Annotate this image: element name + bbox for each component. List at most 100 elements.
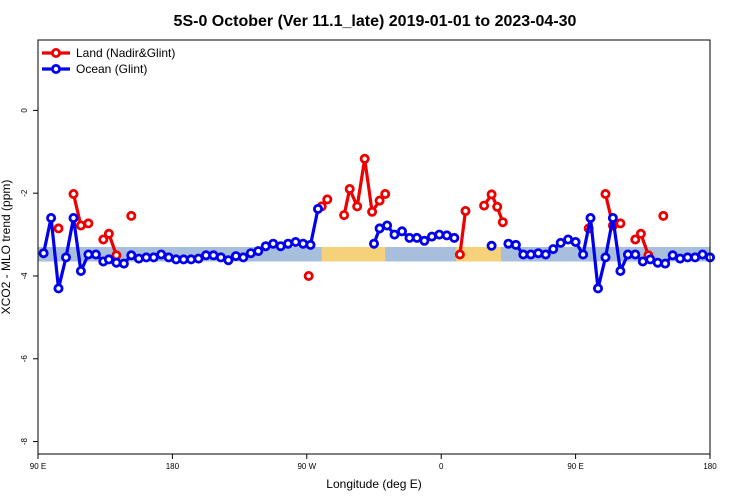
series-1-point-0-26 (230, 251, 241, 262)
series-0-point-7-0 (454, 249, 465, 260)
series-1-point-3-5 (540, 249, 551, 260)
series-1-point-1-9 (434, 229, 445, 240)
y-tick-label-1: -2 (20, 189, 29, 197)
x-tick-label-4: 90 E (567, 462, 583, 471)
legend-entry-0: Land (Nadir&Glint) (42, 46, 175, 60)
series-0-point-12-0 (658, 210, 669, 221)
series-1-point-3-11 (585, 212, 596, 223)
x-axis-label: Longitude (deg E) (326, 477, 421, 491)
x-tick-label-1: 180 (166, 462, 180, 471)
series-1-point-3-20 (652, 257, 663, 268)
series-1-point-0-27 (238, 252, 249, 263)
series-0-point-6-0 (339, 210, 350, 221)
series-1-point-0-4 (68, 212, 79, 223)
series-1-point-0-10 (111, 257, 122, 268)
series-1-point-1-3 (389, 229, 400, 240)
series-1-point-0-34 (290, 236, 301, 247)
series-1-point-1-7 (419, 235, 430, 246)
series-1-point-3-12 (593, 283, 604, 294)
series-1-point-3-15 (615, 265, 626, 276)
series-0-point-10-2 (615, 218, 626, 229)
legend-swatch-marker-0 (51, 48, 62, 59)
series-0-point-8-1 (486, 189, 497, 200)
series-1-point-0-5 (75, 265, 86, 276)
y-axis: 0 -2 -4 -6 -8 (20, 108, 38, 445)
legend-label-0: Land (Nadir&Glint) (76, 46, 175, 60)
series-1-point-0-35 (298, 238, 309, 249)
x-axis: 90 E 180 90 W 0 90 E 180 (30, 454, 717, 471)
series-0-point-11-1 (635, 228, 646, 239)
series-1-point-3-13 (600, 252, 611, 263)
series-1-point-3-17 (630, 249, 641, 260)
series-0-point-6-1 (344, 183, 355, 194)
series-1-point-3-9 (570, 236, 581, 247)
x-tick-label-2: 90 W (297, 462, 316, 471)
series-0-line-8 (482, 192, 505, 223)
series-1-point-3-19 (645, 254, 656, 265)
series-1-point-0-37 (312, 203, 323, 214)
series-0-point-6-2 (352, 201, 363, 212)
series-0-point-8-0 (479, 200, 490, 211)
series-0-point-10-0 (600, 188, 611, 199)
series-1-point-0-12 (126, 250, 137, 261)
series-1-point-0-21 (193, 253, 204, 264)
legend-label-1: Ocean (Glint) (76, 62, 147, 76)
series-0-point-8-2 (492, 201, 503, 212)
series-0-point-8-3 (497, 217, 508, 228)
series-1-point-3-23 (675, 253, 686, 264)
legend-swatch-marker-1 (51, 64, 62, 75)
series-1-point-1-11 (449, 232, 460, 243)
y-axis-label: XCO2 - MLO trend (ppm) (0, 180, 13, 315)
y-tick-label-0: 0 (20, 108, 29, 113)
series-0-point-2-0 (98, 234, 109, 245)
series-1-point-0-0 (38, 248, 49, 259)
series-1-point-0-2 (53, 283, 64, 294)
series-0-point-0-0 (53, 223, 64, 234)
series-0-point-5-1 (322, 194, 333, 205)
series-1-point-0-13 (133, 253, 144, 264)
series-0-point-11-0 (630, 234, 641, 245)
legend-entry-1: Ocean (Glint) (42, 62, 147, 76)
y-tick-label-2: -4 (20, 272, 29, 280)
series-0-point-6-3 (359, 153, 370, 164)
land-band-1 (456, 247, 501, 262)
series-1-point-1-2 (382, 220, 393, 231)
series-1-point-3-3 (525, 249, 536, 260)
x-tick-label-3: 0 (439, 462, 444, 471)
series-0-point-4-0 (303, 270, 314, 281)
series-1-point-0-9 (103, 254, 114, 265)
series-1-point-0-7 (90, 249, 101, 260)
series-0-point-6-4 (367, 206, 378, 217)
series-1-point-3-6 (548, 244, 559, 255)
plot-frame (37, 39, 711, 455)
series-0-point-1-2 (83, 218, 94, 229)
series-0-point-3-0 (126, 210, 137, 221)
series-1-point-0-25 (223, 255, 234, 266)
series-1-point-3-10 (578, 249, 589, 260)
series-layer (38, 153, 716, 294)
land-band-0 (321, 247, 386, 262)
series-1 (38, 203, 716, 294)
series-1-point-3-0 (503, 238, 514, 249)
series-1-point-2-0 (486, 240, 497, 251)
y-tick-label-3: -6 (20, 355, 29, 363)
series-0-line-7 (458, 210, 468, 255)
series-0-point-6-5 (374, 195, 385, 206)
series-0-point-2-1 (103, 228, 114, 239)
series-1-point-3-14 (607, 212, 618, 223)
series-1-point-0-1 (46, 212, 57, 223)
series-1-point-3-22 (667, 250, 678, 261)
series-1-point-1-0 (368, 238, 379, 249)
series-1-point-3-21 (660, 258, 671, 269)
legend: Land (Nadir&Glint) Ocean (Glint) (42, 46, 175, 76)
y-tick-label-4: -8 (20, 437, 29, 445)
series-1-point-3-1 (510, 239, 521, 250)
series-1-point-0-33 (283, 238, 294, 249)
series-1-point-0-11 (118, 258, 129, 269)
series-1-point-0-36 (305, 239, 316, 250)
x-tick-label-5: 180 (703, 462, 717, 471)
series-0-point-7-1 (460, 205, 471, 216)
x-tick-label-0: 90 E (30, 462, 46, 471)
series-1-point-3-4 (533, 248, 544, 259)
